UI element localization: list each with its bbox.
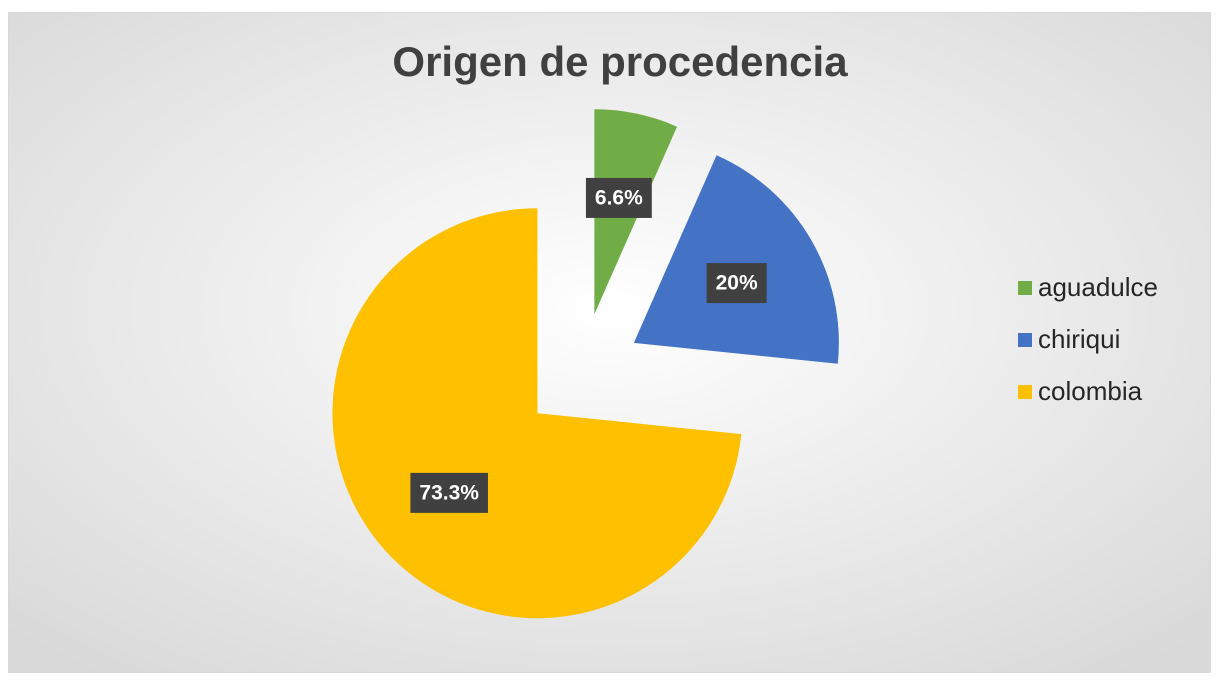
pie-slice (633, 155, 839, 364)
data-label: 20% (716, 272, 758, 295)
legend-swatch (1018, 333, 1032, 347)
data-label-box (410, 472, 488, 513)
data-label-box (706, 263, 767, 304)
pie-slice (332, 208, 742, 619)
data-label: 6.6% (595, 186, 643, 209)
legend-label: chiriqui (1038, 324, 1120, 354)
legend-swatch (1018, 281, 1032, 295)
legend-label: aguadulce (1038, 272, 1158, 302)
data-label-box (585, 177, 652, 218)
legend-swatch (1018, 385, 1032, 399)
chart-title: Origen de procedencia (392, 38, 848, 85)
legend-label: colombia (1038, 376, 1143, 406)
data-label: 73.3% (419, 481, 479, 504)
